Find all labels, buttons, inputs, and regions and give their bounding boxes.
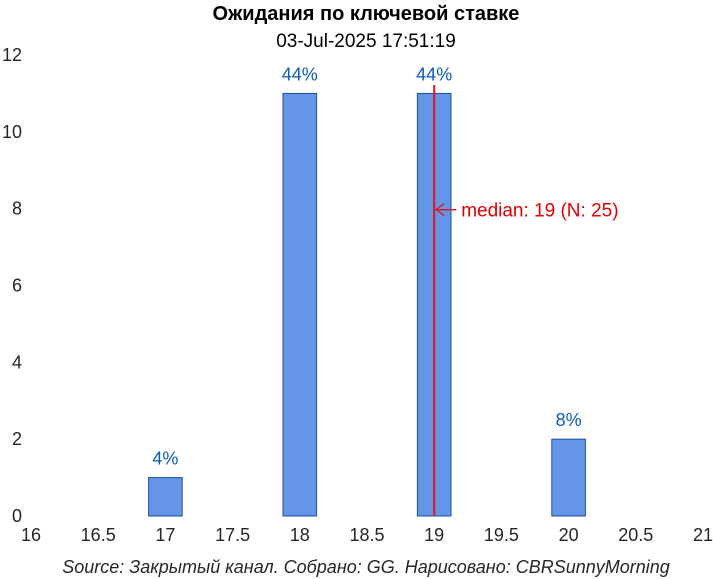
y-tick-label: 0: [12, 506, 22, 526]
x-tick-label: 21: [693, 525, 713, 545]
bar-labels: 4% 44% 44% 8%: [152, 64, 581, 468]
median-arrow-head: [435, 203, 445, 217]
y-tick-label: 2: [12, 429, 22, 449]
x-tick-label: 18.5: [349, 525, 384, 545]
x-tick-label: 18: [290, 525, 310, 545]
bar-value-label: 8%: [556, 410, 582, 430]
median-label: median: 19 (N: 25): [461, 201, 618, 222]
bar-value-label: 44%: [416, 64, 452, 84]
y-tick-label: 6: [12, 276, 22, 296]
chart-title: Ожидания по ключевой ставке: [213, 3, 520, 25]
y-tick-label: 12: [2, 45, 22, 65]
x-tick-label: 17: [155, 525, 175, 545]
y-tick-label: 4: [12, 352, 22, 372]
bars: [148, 92, 586, 517]
x-tick-label: 19.5: [484, 525, 519, 545]
x-tick-label: 17.5: [215, 525, 250, 545]
y-axis: 0 2 4 6 8 10 12: [2, 45, 22, 526]
x-tick-label: 16: [21, 525, 41, 545]
bar-value-label: 4%: [152, 449, 178, 469]
bar: [148, 477, 183, 517]
bar: [282, 92, 318, 517]
x-tick-label: 16.5: [81, 525, 116, 545]
chart-subtitle: 03-Jul-2025 17:51:19: [276, 31, 456, 52]
bar-value-label: 44%: [282, 64, 318, 84]
x-tick-label: 20.5: [618, 525, 653, 545]
bar: [551, 438, 586, 517]
y-tick-label: 8: [12, 199, 22, 219]
x-axis: 16 16.5 17 17.5 18 18.5 19 19.5 20 20.5 21: [21, 525, 713, 545]
source-note: Source: Закрытый канал. Собрано: GG. Нар…: [62, 557, 670, 577]
median-marker: median: 19 (N: 25): [433, 85, 619, 516]
x-tick-label: 19: [424, 525, 444, 545]
y-tick-label: 10: [2, 122, 22, 142]
x-tick-label: 20: [559, 525, 579, 545]
